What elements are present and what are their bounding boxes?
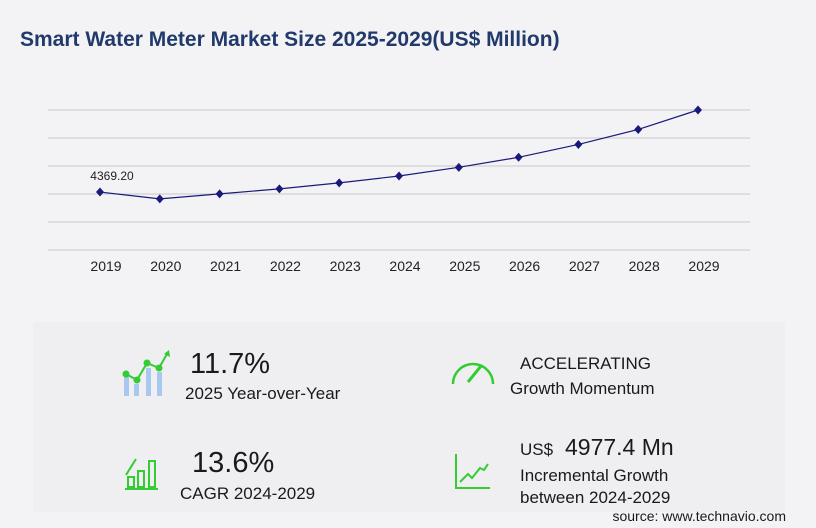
data-point — [514, 152, 523, 162]
data-point — [395, 171, 403, 181]
speedometer-icon — [451, 362, 495, 385]
x-tick-label: 2028 — [629, 258, 660, 274]
x-tick-label: 2025 — [449, 258, 480, 274]
x-tick-label: 2029 — [688, 258, 719, 274]
incr-label-1: Incremental Growth — [520, 466, 669, 485]
x-tick-label: 2027 — [569, 258, 600, 274]
data-point — [694, 105, 702, 115]
line-chart: 2019 4369.20 2020 2021 2022 2023 2024 2025 2026 2… — [48, 105, 750, 274]
incr-value: 4977.4 Mn — [565, 434, 674, 460]
data-point — [275, 184, 284, 194]
growth-chart-icon — [122, 350, 170, 396]
bar-growth-icon — [125, 458, 158, 490]
data-point — [215, 189, 224, 199]
series-line — [99, 109, 699, 200]
yoy-label: 2025 Year-over-Year — [185, 384, 341, 403]
yoy-value: 11.7% — [190, 348, 271, 380]
data-point — [634, 124, 643, 134]
x-tick-label: 2020 — [150, 258, 181, 274]
cagr-value: 13.6% — [192, 447, 275, 479]
x-tick-label: 2023 — [330, 258, 361, 274]
incr-currency: US$ — [520, 440, 554, 459]
x-tick-label: 2022 — [270, 258, 301, 274]
data-point — [96, 187, 104, 197]
x-tick-label: 2021 — [210, 258, 241, 274]
incr-label-2: between 2024-2029 — [520, 488, 671, 507]
stats-panel — [33, 322, 785, 512]
trend-line-icon — [455, 454, 490, 489]
data-point — [454, 162, 463, 172]
data-point — [574, 139, 583, 149]
momentum-value: ACCELERATING — [520, 354, 651, 373]
cagr-label: CAGR 2024-2029 — [180, 484, 316, 503]
data-point — [155, 194, 164, 204]
x-tick-label: 2024 — [389, 258, 420, 274]
data-label: 4369.20 — [90, 169, 134, 183]
source-text: source: www.technavio.com — [612, 508, 786, 524]
x-tick-label: 2026 — [509, 258, 540, 274]
data-point — [335, 178, 344, 188]
x-tick-label: 2019 — [90, 258, 121, 274]
chart-title: Smart Water Meter Market Size 2025-2029(… — [20, 28, 560, 51]
momentum-label: Growth Momentum — [510, 379, 655, 398]
